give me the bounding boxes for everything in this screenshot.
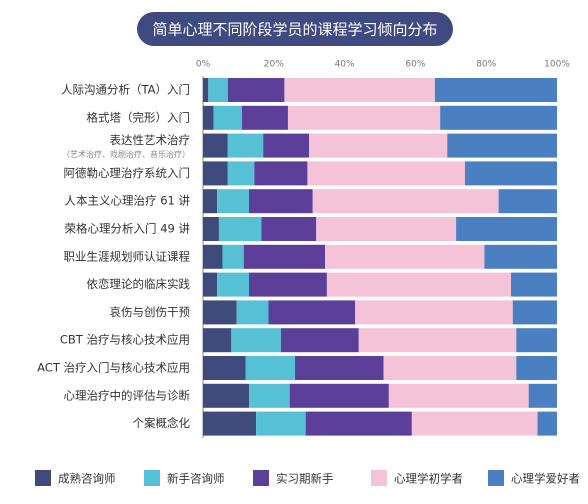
bar-segment xyxy=(203,383,250,408)
bar-segment xyxy=(516,328,557,353)
bar-segment xyxy=(203,328,232,353)
y-tick-note: （艺术治疗、戏剧治疗、音乐治疗） xyxy=(62,149,190,159)
y-tick-label: 阿德勒心理治疗系统入门 xyxy=(64,166,191,180)
bar-segment xyxy=(456,217,557,241)
bar-segment xyxy=(203,244,223,269)
y-tick-label: 职业生涯规划师认证课程 xyxy=(64,249,191,263)
bar-segment xyxy=(295,356,384,380)
bar-segment xyxy=(284,78,435,102)
bar-segment xyxy=(203,105,214,130)
bar-segment xyxy=(217,272,250,297)
legend-label: 实习期新手 xyxy=(276,472,334,486)
bar-segment xyxy=(388,383,529,408)
bar-segment xyxy=(447,133,557,158)
bar-segment xyxy=(263,133,310,158)
bar-segment xyxy=(236,300,269,325)
bar-segment xyxy=(249,383,290,408)
bar-segment xyxy=(316,217,457,241)
y-tick-label: 心理治疗中的评估与诊断 xyxy=(64,388,191,402)
bar-segment xyxy=(213,105,242,130)
x-tick-label: 0% xyxy=(196,60,211,70)
bar-segment xyxy=(256,411,306,436)
bar-segment xyxy=(261,217,317,241)
legend-swatch xyxy=(253,470,269,486)
bar-segment xyxy=(203,78,209,102)
bar-segment xyxy=(249,272,327,297)
bar-segment xyxy=(484,244,557,269)
y-tick-label: ACT 治疗入门与核心技术应用 xyxy=(37,361,190,375)
x-tick-label: 100% xyxy=(544,60,570,70)
x-tick-label: 20% xyxy=(264,60,284,70)
bar-segment xyxy=(440,105,557,130)
legend-swatch xyxy=(488,470,504,486)
legend-swatch xyxy=(144,470,160,486)
bar-segment xyxy=(203,161,228,186)
bar-segment xyxy=(249,189,313,214)
bar-segment xyxy=(241,105,288,130)
bar-segment xyxy=(203,272,218,297)
y-tick-label: CBT 治疗与核心技术应用 xyxy=(60,333,190,347)
y-tick-label: 个案概念化 xyxy=(133,416,191,430)
bar-segment xyxy=(254,161,308,186)
legend-label: 成熟咨询师 xyxy=(58,472,116,486)
bar-segment xyxy=(464,161,557,186)
y-tick-label: 人本主义心理治疗 61 讲 xyxy=(65,194,191,208)
bar-segment xyxy=(287,105,441,130)
bar-segment xyxy=(516,356,557,380)
bar-segment xyxy=(528,383,557,408)
bar-segment xyxy=(411,411,538,436)
bar-segment xyxy=(268,300,356,325)
y-tick-label: 荣格心理分析入门 49 讲 xyxy=(65,222,191,236)
legend-swatch xyxy=(371,470,387,486)
bar-segment xyxy=(280,328,359,353)
bar-segment xyxy=(203,189,218,214)
legend-label: 心理学爱好者 xyxy=(511,472,580,486)
bar-segment xyxy=(307,161,465,186)
chart-title: 简单心理不同阶段学员的课程学习倾向分布 xyxy=(152,21,437,39)
y-tick-label: 哀伤与创伤干预 xyxy=(110,305,191,319)
bar-segment xyxy=(203,411,257,436)
bar-segment xyxy=(203,217,219,241)
bar-segment xyxy=(222,244,244,269)
bar-segment xyxy=(218,217,262,241)
bar-segment xyxy=(227,133,264,158)
title-background xyxy=(137,12,453,46)
bar-segment xyxy=(289,383,389,408)
bar-segment xyxy=(312,189,499,214)
bar-segment xyxy=(203,300,237,325)
x-tick-label: 80% xyxy=(476,60,496,70)
bar-segment xyxy=(325,244,485,269)
x-tick-label: 40% xyxy=(335,60,355,70)
legend-label: 心理学初学者 xyxy=(394,472,463,486)
bar-segment xyxy=(512,300,557,325)
bar-segment xyxy=(305,411,412,436)
bar-segment xyxy=(434,78,557,102)
bar-segment xyxy=(217,189,250,214)
bar-segment xyxy=(208,78,228,102)
bar-segment xyxy=(231,328,281,353)
bar-segment xyxy=(227,78,285,102)
y-tick-label: 人际沟通分析（TA）入门 xyxy=(61,83,190,97)
bar-segment xyxy=(498,189,557,214)
bar-segment xyxy=(227,161,255,186)
bar-segment xyxy=(326,272,511,297)
bar-segment xyxy=(358,328,517,353)
bar-segment xyxy=(537,411,557,436)
y-tick-label: 依恋理论的临床实践 xyxy=(87,277,191,291)
bar-segment xyxy=(245,356,296,380)
bar-segment xyxy=(355,300,513,325)
bar-segment xyxy=(203,133,228,158)
y-tick-label: 格式塔（完形）入门 xyxy=(87,110,191,124)
bar-segment xyxy=(510,272,557,297)
legend-swatch xyxy=(35,470,51,486)
bar-segment xyxy=(309,133,448,158)
bar-segment xyxy=(383,356,517,380)
y-tick-label: 表达性艺术治疗 xyxy=(110,133,191,147)
bar-segment xyxy=(203,356,246,380)
bar-segment xyxy=(243,244,326,269)
x-tick-label: 60% xyxy=(405,60,425,70)
legend-label: 新手咨询师 xyxy=(167,472,225,486)
